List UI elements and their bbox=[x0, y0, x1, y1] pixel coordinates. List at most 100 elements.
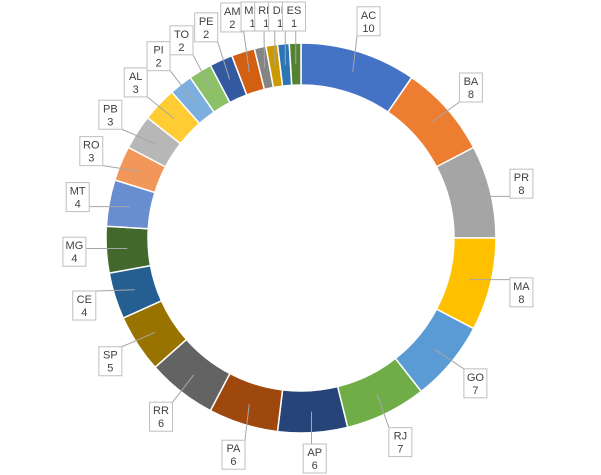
label-box bbox=[65, 182, 90, 213]
data-label-pb: PB3 bbox=[98, 99, 123, 130]
slice-label: PR bbox=[514, 172, 529, 184]
slice-label: RO bbox=[83, 140, 100, 152]
slice-value: 4 bbox=[71, 253, 77, 265]
label-box bbox=[72, 290, 97, 321]
slice-value: 8 bbox=[518, 185, 524, 197]
slice-value: 3 bbox=[88, 153, 94, 165]
data-label-go: GO7 bbox=[463, 368, 488, 399]
leader-lines bbox=[85, 30, 510, 444]
slice-es bbox=[288, 42, 302, 87]
slice-label: AC bbox=[361, 10, 376, 22]
slice-value: 3 bbox=[133, 84, 139, 96]
leader-line-pa bbox=[244, 404, 250, 441]
leader-line-ba bbox=[430, 101, 460, 124]
slice-mg bbox=[105, 225, 152, 275]
data-label-pe: PE2 bbox=[194, 12, 219, 43]
leader-line-rr bbox=[172, 374, 195, 403]
data-label-pi: PI2 bbox=[146, 41, 171, 72]
data-label-am: AM2 bbox=[220, 2, 245, 33]
data-label-rj: RJ7 bbox=[388, 427, 413, 458]
slice-value: 4 bbox=[81, 307, 87, 319]
slice-value: 2 bbox=[203, 29, 209, 41]
slice-label: RJ bbox=[394, 431, 407, 443]
slice-value: 2 bbox=[229, 19, 235, 31]
data-label-ro: RO3 bbox=[79, 136, 104, 167]
leader-line-pi bbox=[169, 70, 195, 102]
leader-line-ac bbox=[352, 35, 358, 72]
slice-value: 1 bbox=[277, 18, 283, 30]
leader-line-go bbox=[434, 348, 465, 370]
slice-label: ES bbox=[287, 5, 302, 17]
slice-value: 2 bbox=[155, 58, 161, 70]
data-label-es: ES1 bbox=[282, 1, 307, 32]
data-label-al: AL3 bbox=[123, 67, 148, 98]
data-label-ce: CE4 bbox=[72, 290, 97, 321]
slice-label: AM bbox=[224, 6, 241, 18]
data-label-sp: SP5 bbox=[98, 346, 123, 377]
label-box bbox=[463, 368, 488, 399]
data-label-ap: AP6 bbox=[302, 443, 327, 474]
data-label-mg: MG4 bbox=[62, 236, 87, 267]
slice-value: 5 bbox=[107, 363, 113, 375]
slice-label: CE bbox=[77, 294, 92, 306]
slice-value: 3 bbox=[107, 116, 113, 128]
label-box bbox=[123, 67, 148, 98]
label-box bbox=[146, 41, 171, 72]
label-box bbox=[194, 12, 219, 43]
data-label-to: TO2 bbox=[169, 25, 194, 56]
slice-value: 2 bbox=[178, 42, 184, 54]
data-label-pr: PR8 bbox=[509, 168, 534, 199]
slice-label: MG bbox=[66, 240, 84, 252]
slice-label: PI bbox=[153, 45, 163, 57]
slice-label: SP bbox=[103, 350, 118, 362]
label-box bbox=[458, 72, 483, 103]
label-box bbox=[62, 236, 87, 267]
slice-label: RR bbox=[153, 405, 169, 417]
slice-value: 10 bbox=[362, 23, 374, 35]
data-label-mt: MT4 bbox=[65, 182, 90, 213]
leader-line-pe bbox=[217, 41, 231, 80]
leader-line-am bbox=[243, 31, 250, 72]
data-labels: AC10BA8PR8MA8GO7RJ7AP6PA6RR6SP5CE4MG4MT4… bbox=[62, 1, 534, 474]
label-box bbox=[509, 168, 534, 199]
slice-label: GO bbox=[467, 372, 485, 384]
data-label-ma: MA8 bbox=[509, 277, 534, 308]
leader-line-ro bbox=[102, 165, 141, 172]
slice-value: 7 bbox=[472, 385, 478, 397]
label-box bbox=[98, 99, 123, 130]
leader-line-ce bbox=[95, 289, 135, 292]
slice-label: MT bbox=[70, 186, 86, 198]
slice-value: 1 bbox=[291, 18, 297, 30]
leader-line-rj bbox=[376, 394, 390, 428]
slice-value: 8 bbox=[468, 89, 474, 101]
data-label-rr: RR6 bbox=[149, 401, 174, 432]
slice-value: 6 bbox=[312, 460, 318, 472]
slice-ap bbox=[276, 385, 349, 434]
slice-label: PA bbox=[227, 443, 242, 455]
slice-value: 7 bbox=[397, 444, 403, 456]
label-box bbox=[221, 439, 246, 470]
slice-value: 4 bbox=[75, 199, 81, 211]
slice-label: AL bbox=[129, 71, 142, 83]
data-label-pa: PA6 bbox=[221, 439, 246, 470]
slice-value: 6 bbox=[158, 418, 164, 430]
slice-label: PB bbox=[103, 103, 118, 115]
slice-label: AP bbox=[307, 447, 322, 459]
data-label-ba: BA8 bbox=[458, 72, 483, 103]
slice-label: BA bbox=[464, 76, 479, 88]
label-box bbox=[282, 1, 307, 32]
slice-label: PE bbox=[199, 16, 214, 28]
leader-line-al bbox=[146, 96, 175, 120]
label-box bbox=[98, 346, 123, 377]
label-box bbox=[388, 427, 413, 458]
leader-line-to bbox=[192, 54, 212, 90]
slice-value: 1 bbox=[263, 18, 269, 30]
slice-value: 8 bbox=[518, 294, 524, 306]
slice-label: MA bbox=[513, 281, 530, 293]
label-box bbox=[356, 6, 381, 37]
label-box bbox=[302, 443, 327, 474]
label-box bbox=[169, 25, 194, 56]
